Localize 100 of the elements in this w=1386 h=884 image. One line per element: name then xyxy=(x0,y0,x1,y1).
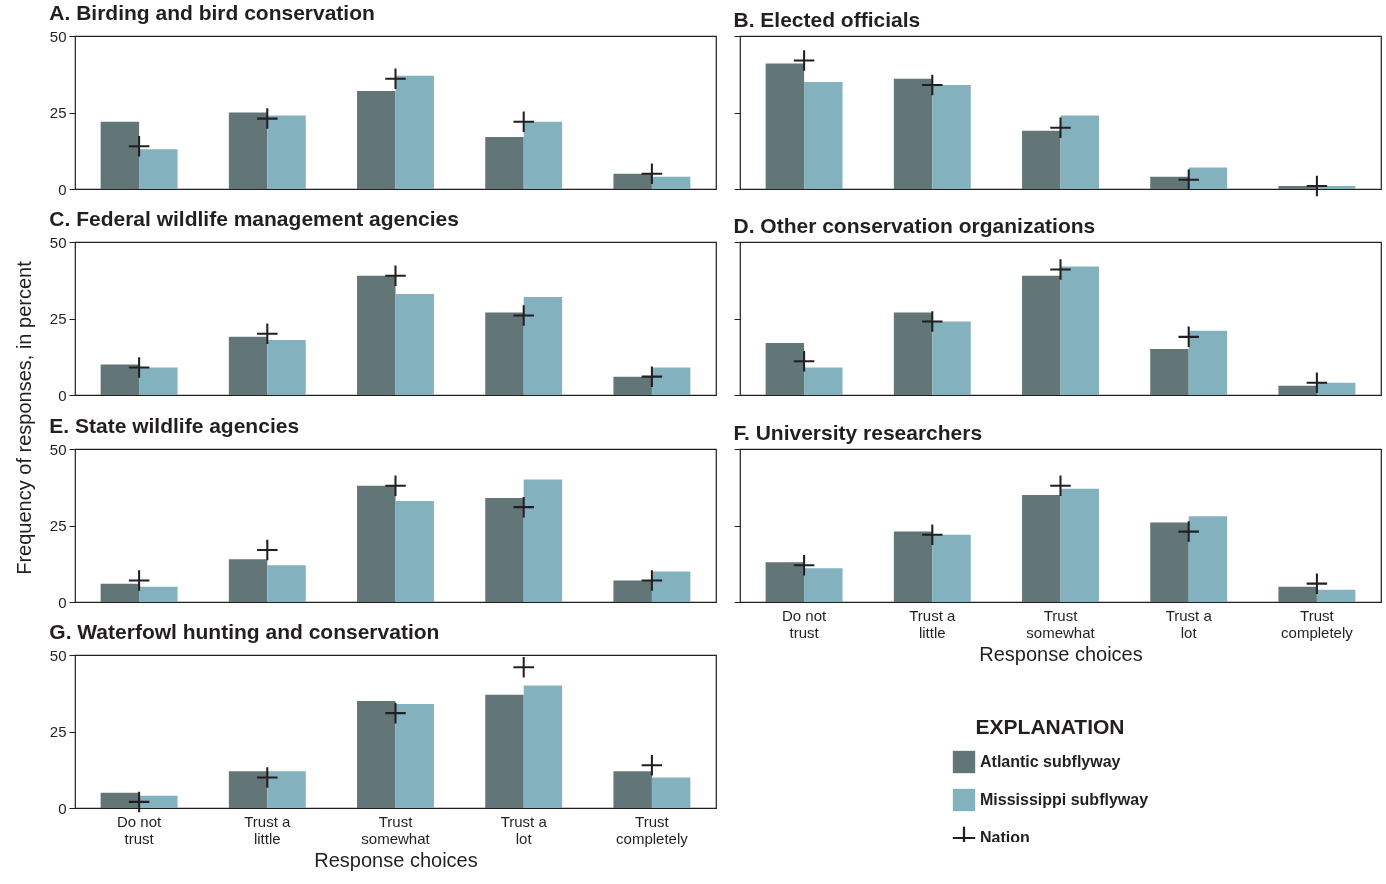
chart-title: B. Elected officials xyxy=(733,7,921,31)
bar xyxy=(228,336,268,395)
bar xyxy=(613,173,652,189)
bar xyxy=(613,771,652,808)
x-tick-label: Do not trust xyxy=(782,606,828,641)
x-tick-label: Do not trust xyxy=(117,812,163,847)
bar xyxy=(932,321,971,395)
chart-title: F. University researchers xyxy=(733,420,983,444)
bar xyxy=(613,580,652,602)
chart-title: A. Birding and bird conservation xyxy=(49,1,375,24)
y-tick-label: 0 xyxy=(58,593,67,611)
x-tick-label: Trust somewhat xyxy=(361,812,431,847)
chart-title: C. Federal wildlife management agencies xyxy=(49,207,459,230)
x-tick-label: Trust a little xyxy=(909,606,957,641)
point xyxy=(1306,573,1328,594)
point xyxy=(1178,169,1199,191)
point xyxy=(513,111,534,132)
bar xyxy=(1188,167,1228,189)
bar xyxy=(357,91,396,189)
bar xyxy=(485,497,524,602)
bar xyxy=(395,703,434,808)
bar xyxy=(139,795,178,808)
y-tick-label: 25 xyxy=(49,517,67,534)
y-tick-label: 50 xyxy=(49,27,67,45)
bar xyxy=(1150,522,1189,602)
bar xyxy=(485,312,524,395)
y-tick-label: 25 xyxy=(49,104,67,121)
chart-title: E. State wildlife agencies xyxy=(49,414,300,437)
bar xyxy=(1060,266,1099,395)
bar xyxy=(523,685,563,808)
y-tick-label: 50 xyxy=(49,440,67,458)
bar xyxy=(100,121,140,189)
point xyxy=(385,702,406,724)
bar xyxy=(357,485,396,602)
bar xyxy=(100,583,140,602)
point xyxy=(385,475,406,496)
bar xyxy=(485,136,524,189)
x-tick-label: Trust somewhat xyxy=(1026,606,1096,641)
bar xyxy=(804,568,843,602)
point xyxy=(128,357,150,378)
point xyxy=(1050,117,1071,139)
bar xyxy=(765,342,805,395)
bar xyxy=(765,63,805,189)
bar xyxy=(267,339,306,395)
bar xyxy=(228,771,268,808)
bar xyxy=(1150,349,1189,395)
bar xyxy=(893,78,933,189)
bar xyxy=(1022,275,1061,395)
x-tick-label: Trust a little xyxy=(244,812,292,847)
bar xyxy=(932,534,971,602)
bar xyxy=(1316,589,1356,602)
point xyxy=(793,351,815,372)
point xyxy=(793,555,815,576)
bar xyxy=(139,586,178,602)
bar xyxy=(1022,494,1061,602)
x-tick-label: Trust a lot xyxy=(1165,606,1213,641)
y-tick-label: 0 xyxy=(58,386,67,404)
point xyxy=(513,496,534,518)
bar xyxy=(765,562,805,602)
chart-title: D. Other conservation organizations xyxy=(733,213,1096,237)
bar xyxy=(100,364,140,395)
bar xyxy=(1188,330,1228,395)
bar xyxy=(485,694,524,808)
x-axis-title: Response choices xyxy=(314,848,478,871)
bar xyxy=(613,376,652,395)
x-axis-title: Response choices xyxy=(979,642,1143,665)
bar xyxy=(228,559,268,602)
point xyxy=(1178,326,1199,348)
point xyxy=(922,524,943,545)
bar xyxy=(1278,385,1317,395)
point xyxy=(513,656,534,678)
point xyxy=(641,754,663,776)
y-axis-title: Frequency of responses, in percent xyxy=(12,261,36,575)
bar xyxy=(228,112,268,189)
y-tick-label: 25 xyxy=(49,723,67,740)
x-tick-label: Trust completely xyxy=(1281,606,1354,641)
point xyxy=(1050,475,1071,496)
bar xyxy=(267,771,306,808)
point xyxy=(1306,372,1328,394)
bar xyxy=(100,792,140,808)
bar xyxy=(651,176,691,189)
point xyxy=(385,265,406,286)
bar xyxy=(139,367,178,395)
y-tick-label: 50 xyxy=(49,233,67,251)
bar xyxy=(357,700,396,808)
point xyxy=(513,305,534,326)
bar xyxy=(804,367,843,395)
point xyxy=(1050,259,1071,280)
bar xyxy=(267,115,306,189)
bar xyxy=(651,571,691,602)
point xyxy=(385,68,406,90)
bar xyxy=(893,531,933,602)
bar xyxy=(523,479,563,602)
y-tick-label: 50 xyxy=(49,646,67,664)
point xyxy=(641,366,663,387)
y-tick-label: 0 xyxy=(58,180,67,198)
bar xyxy=(651,367,691,395)
bar xyxy=(357,275,396,395)
bar xyxy=(1316,382,1356,395)
bar xyxy=(395,294,434,395)
